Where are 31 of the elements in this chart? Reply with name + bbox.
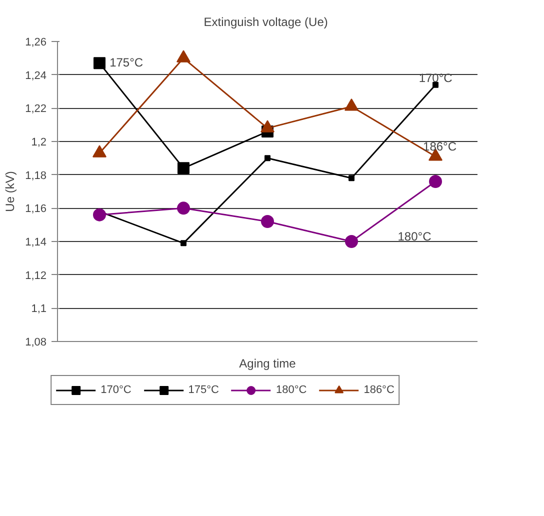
- y-tick-label: 1,2: [31, 136, 47, 148]
- point: [178, 162, 190, 174]
- y-tick-label: 1,08: [25, 336, 47, 348]
- point: [264, 155, 270, 162]
- y-tick-label: 1,24: [25, 70, 47, 82]
- annotation: 170°C: [418, 71, 453, 86]
- annotation: 175°C: [110, 55, 144, 70]
- legend-label: 180°C: [276, 384, 307, 396]
- y-tick-label: 1,18: [25, 170, 47, 182]
- legend-label: 175°C: [188, 384, 219, 396]
- y-tick-label: 1,12: [25, 270, 47, 282]
- point: [348, 175, 354, 182]
- chart-title: Extinguish voltage (Ue): [204, 15, 328, 29]
- point: [94, 57, 106, 70]
- point: [177, 202, 190, 215]
- y-tick-label: 1,1: [31, 303, 47, 316]
- x-axis-title: Aging time: [239, 356, 296, 370]
- y-axis-title: Ue (kV): [3, 171, 18, 212]
- point: [261, 215, 274, 228]
- y-tick-label: 1,14: [25, 236, 47, 248]
- point: [429, 175, 442, 188]
- point: [180, 240, 186, 246]
- legend-label: 170°C: [100, 384, 132, 396]
- annotation: 186°C: [423, 140, 457, 154]
- point: [93, 208, 106, 222]
- y-tick-label: 1,16: [25, 203, 47, 216]
- annotation: 180°C: [398, 230, 432, 244]
- legend-label: 186°C: [364, 384, 394, 396]
- point: [345, 235, 358, 248]
- y-tick-label: 1,22: [25, 103, 47, 116]
- y-tick-label: 1,26: [25, 36, 47, 48]
